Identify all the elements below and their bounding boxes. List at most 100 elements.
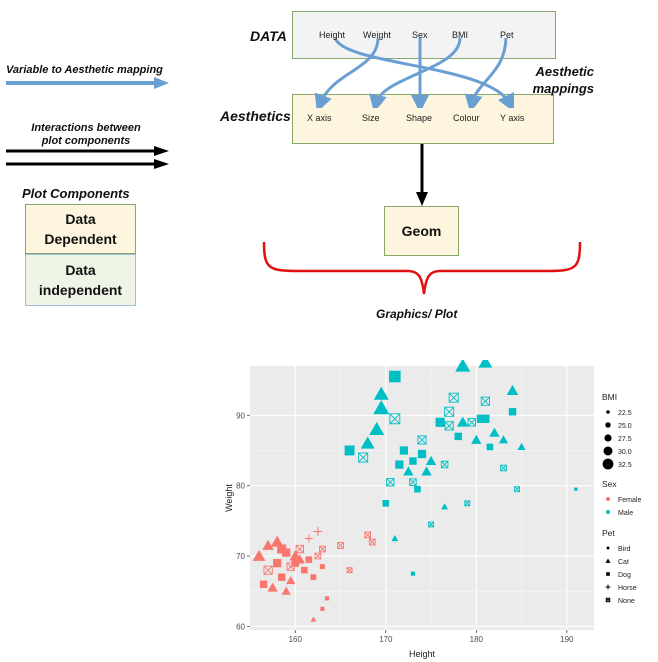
data-point <box>263 565 273 575</box>
tick-label-x: 190 <box>560 635 574 644</box>
aesthetic-size: Size <box>362 113 380 123</box>
variable-pet: Pet <box>500 30 514 40</box>
data-point <box>310 616 317 622</box>
data-independent-box: Data independent <box>25 254 136 306</box>
data-point <box>455 360 471 372</box>
data-point <box>305 556 313 563</box>
legend-sex-key <box>606 510 610 514</box>
legend-mapping-arrow <box>6 77 169 89</box>
data-point <box>346 567 353 574</box>
data-point <box>294 554 305 564</box>
data-label: DATA <box>250 28 287 44</box>
legend-pet-key <box>606 546 610 550</box>
aesthetic-yaxis: Y axis <box>500 113 525 123</box>
data-point <box>508 408 517 416</box>
tick-label-x: 180 <box>470 635 484 644</box>
data-dependent-line-2: Dependent <box>44 231 117 247</box>
data-point <box>252 549 266 561</box>
aesthetics-to-geom-arrow <box>416 144 428 206</box>
data-point <box>270 535 284 547</box>
data-point <box>277 544 287 554</box>
legend-bmi-title: BMI <box>602 392 617 402</box>
x-axis-title: Height <box>409 649 436 659</box>
data-point <box>320 606 325 611</box>
arrow-pet-to-yaxis <box>464 37 508 108</box>
data-point <box>391 535 399 542</box>
legend-bmi-key <box>602 458 614 470</box>
data-point <box>382 499 390 507</box>
data-point <box>456 416 469 427</box>
data-point <box>476 414 485 423</box>
legend-bmi-label: 30.0 <box>618 449 632 456</box>
legend-bmi-key <box>603 446 613 456</box>
plot-panel <box>250 366 594 630</box>
data-point <box>373 400 390 415</box>
data-point <box>358 452 369 463</box>
data-point <box>444 406 455 417</box>
legend-interactions-line-2: plot components <box>41 135 131 147</box>
data-point <box>444 421 454 431</box>
data-point <box>489 427 500 437</box>
data-point <box>286 576 296 585</box>
legend-sex-key <box>606 497 610 501</box>
data-point <box>409 478 417 486</box>
data-point <box>281 586 291 595</box>
variable-bmi: BMI <box>452 30 469 40</box>
geom-box: Geom <box>384 206 459 256</box>
legend-mapping-label: Variable to Aesthetic mapping <box>6 64 163 76</box>
tick-label-y: 90 <box>236 411 245 420</box>
data-point <box>313 527 323 536</box>
tick-label-x: 170 <box>379 635 393 644</box>
data-point <box>435 417 445 427</box>
legend-pet-label: Cat <box>618 559 629 566</box>
data-point <box>259 580 268 588</box>
aesthetic-xaxis: X axis <box>307 113 332 123</box>
data-point <box>425 455 437 465</box>
data-point <box>500 464 507 472</box>
data-point <box>517 442 526 450</box>
aesthetic-mappings-line-1: Aesthetic <box>535 64 594 79</box>
data-point <box>417 449 427 459</box>
data-point <box>410 571 416 576</box>
legend-pet-label: None <box>618 598 635 605</box>
data-point <box>368 538 376 546</box>
data-point <box>369 421 385 435</box>
data-point <box>428 521 434 528</box>
data-point <box>314 552 322 560</box>
data-point <box>386 477 395 487</box>
tick-label-y: 80 <box>236 482 245 491</box>
data-point <box>421 466 432 476</box>
legend-pet-label: Horse <box>618 585 637 592</box>
data-point <box>486 443 494 451</box>
variable-weight: Weight <box>363 30 391 40</box>
data-point <box>574 487 578 491</box>
data-point <box>277 573 286 581</box>
data-point <box>478 360 493 368</box>
data-point <box>441 503 449 510</box>
data-dependent-line-1: Data <box>65 211 96 227</box>
legend-pet-label: Dog <box>618 572 631 579</box>
aesthetic-mappings-label: Aesthetic mappings <box>532 63 594 97</box>
scatter-chart: 160 170 180 190 60 70 80 90 Height Weight BMI 22.5 2… <box>224 360 641 659</box>
data-point <box>267 582 278 592</box>
legend-bmi-key <box>604 434 612 442</box>
legend-sex-title: Sex <box>602 479 617 489</box>
legend-interactions-line-1: Interactions between <box>31 122 141 134</box>
legend-interactions-arrows <box>6 146 169 169</box>
data-point <box>262 539 274 550</box>
variable-height: Height <box>319 30 346 40</box>
tick-label-x: 160 <box>289 635 303 644</box>
data-point <box>389 370 401 383</box>
data-point <box>373 386 389 400</box>
legend-pet-key <box>605 558 611 563</box>
legend-pet-key <box>605 584 611 590</box>
data-independent-line-2: independent <box>38 282 123 298</box>
legend-pet-key <box>605 597 611 603</box>
data-point <box>344 445 355 456</box>
data-point <box>409 457 417 465</box>
aesthetic-colour: Colour <box>453 113 480 123</box>
legend-bmi-key <box>605 422 611 428</box>
graphics-plot-label: Graphics/ Plot <box>376 307 458 321</box>
data-point <box>471 434 482 444</box>
data-point <box>364 531 372 539</box>
